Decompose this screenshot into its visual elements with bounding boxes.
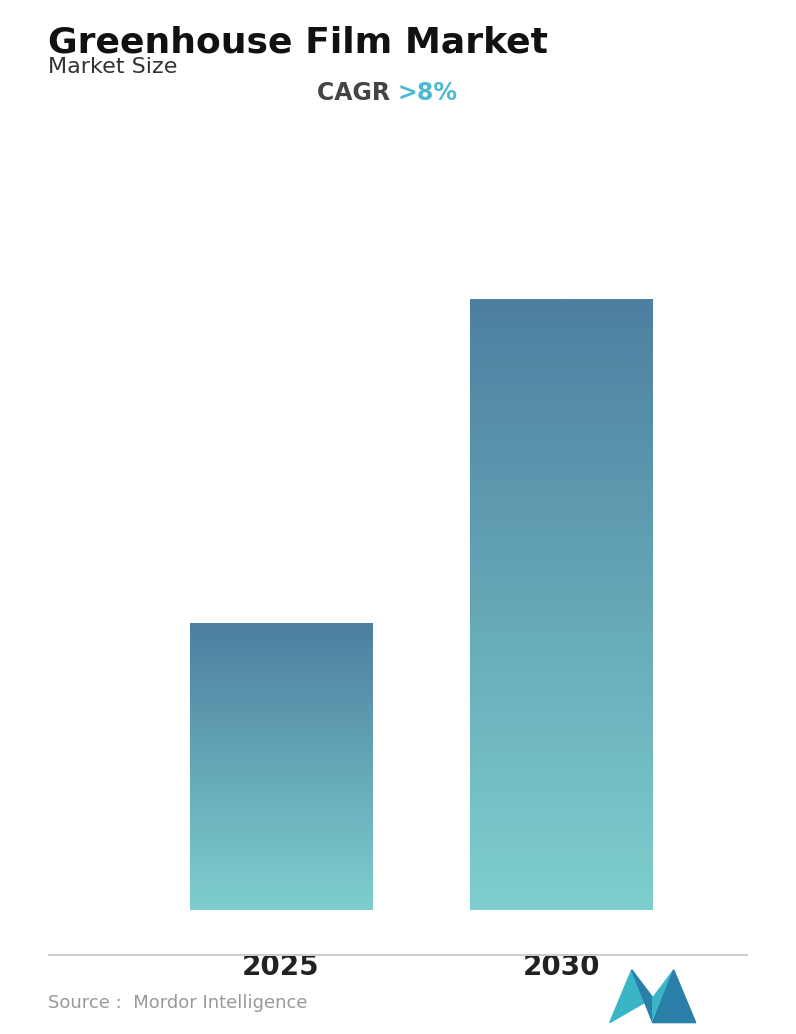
Text: CAGR: CAGR [317,81,398,105]
Text: Greenhouse Film Market: Greenhouse Film Market [48,26,548,60]
Text: 2025: 2025 [242,952,320,980]
Polygon shape [632,970,653,1023]
Polygon shape [653,970,673,1023]
Polygon shape [653,970,696,1023]
Text: Source :  Mordor Intelligence: Source : Mordor Intelligence [48,994,307,1012]
Text: Market Size: Market Size [48,57,178,77]
Polygon shape [610,970,653,1023]
Text: 2030: 2030 [522,952,599,980]
Text: >8%: >8% [398,81,458,105]
